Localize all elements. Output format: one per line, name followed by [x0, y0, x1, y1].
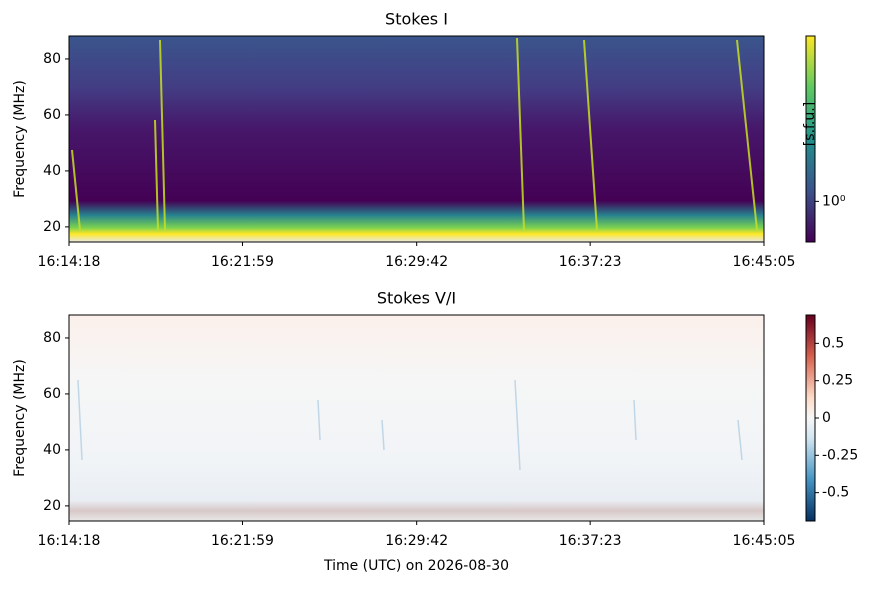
spectrogram-image: [69, 315, 764, 521]
x-tick-label: 16:29:42: [385, 254, 448, 270]
colorbar-tick-label: 10⁰: [822, 193, 846, 209]
y-tick-label: 40: [43, 442, 61, 458]
burst-streaks: [77, 379, 743, 471]
y-tick-label: 60: [43, 107, 61, 123]
y-tick-label: 20: [43, 219, 61, 235]
colorbar-tick-label: -0.25: [822, 447, 858, 463]
y-axis-label: Frequency (MHz): [12, 80, 28, 198]
burst-streaks: [71, 37, 758, 231]
x-tick-label: 16:45:05: [733, 533, 796, 549]
x-tick-label: 16:14:18: [38, 254, 101, 270]
y-tick-label: 20: [43, 498, 61, 514]
x-tick-label: 16:21:59: [211, 254, 274, 270]
colorbar-label: [s.f.u.]: [802, 102, 818, 146]
x-tick-label: 16:21:59: [211, 533, 274, 549]
y-axis-label: Frequency (MHz): [12, 359, 28, 477]
colorbar-tick-label: 0.5: [822, 335, 844, 351]
colorbar: [805, 35, 816, 243]
y-tick-label: 60: [43, 386, 61, 402]
panel-title: Stokes V/I: [377, 289, 456, 308]
panel-title: Stokes I: [385, 10, 448, 29]
x-tick-label: 16:37:23: [559, 254, 622, 270]
y-tick-label: 40: [43, 163, 61, 179]
y-tick-label: 80: [43, 330, 61, 346]
colorbar-tick-label: -0.5: [822, 485, 849, 501]
x-tick-label: 16:14:18: [38, 533, 101, 549]
x-tick-label: 16:29:42: [385, 533, 448, 549]
x-axis-label: Time (UTC) on 2026-08-30: [323, 558, 509, 574]
x-tick-label: 16:37:23: [559, 533, 622, 549]
spectrogram-image: [69, 36, 764, 242]
colorbar-tick-label: 0.25: [822, 373, 853, 389]
colorbar: [805, 314, 816, 522]
x-tick-label: 16:45:05: [733, 254, 796, 270]
colorbar-tick-label: 0: [822, 410, 831, 426]
y-tick-label: 80: [43, 51, 61, 67]
